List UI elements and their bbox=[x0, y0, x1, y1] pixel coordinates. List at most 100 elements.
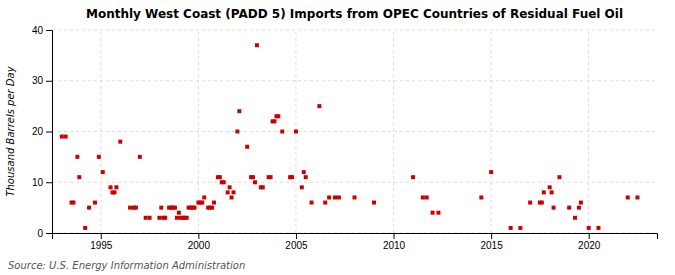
point bbox=[579, 201, 583, 205]
y-tick-mark bbox=[46, 132, 52, 133]
point bbox=[222, 180, 226, 184]
point bbox=[304, 175, 308, 179]
point bbox=[64, 135, 68, 139]
y-axis: 0 10 20 30 40 bbox=[32, 25, 53, 239]
point bbox=[353, 195, 357, 199]
point bbox=[327, 195, 331, 199]
point bbox=[509, 226, 513, 230]
point bbox=[577, 206, 581, 210]
y-grid-line bbox=[52, 80, 657, 81]
point bbox=[411, 175, 415, 179]
point bbox=[148, 216, 152, 220]
y-axis-line bbox=[46, 31, 53, 234]
point bbox=[431, 211, 435, 215]
point bbox=[596, 226, 600, 230]
y-grid-line bbox=[52, 182, 657, 183]
point bbox=[60, 135, 64, 139]
point bbox=[112, 190, 116, 194]
y-tick-label: 40 bbox=[32, 25, 44, 36]
point bbox=[235, 130, 239, 134]
point bbox=[101, 170, 105, 174]
y-tick-label: 10 bbox=[32, 177, 44, 188]
chart: 199520002005201020152020010203040Monthly… bbox=[0, 0, 675, 275]
y-tick-mark bbox=[46, 81, 52, 82]
x-grid-line bbox=[393, 30, 394, 233]
point bbox=[317, 104, 321, 108]
point bbox=[573, 216, 577, 220]
y-tick: 0 bbox=[37, 228, 52, 239]
y-tick: 30 bbox=[32, 75, 52, 86]
point bbox=[261, 185, 265, 189]
y-tick-label: 30 bbox=[32, 75, 44, 86]
y-tick-mark bbox=[46, 182, 52, 183]
point bbox=[118, 140, 122, 144]
points bbox=[60, 43, 640, 230]
y-tick: 40 bbox=[32, 25, 52, 36]
point bbox=[294, 130, 298, 134]
point bbox=[300, 185, 304, 189]
point bbox=[323, 201, 327, 205]
point bbox=[128, 206, 132, 210]
point bbox=[302, 170, 306, 174]
point bbox=[528, 201, 532, 205]
point bbox=[218, 175, 222, 179]
x-tick-label: 1995 bbox=[90, 240, 113, 251]
point bbox=[518, 226, 522, 230]
point bbox=[255, 43, 259, 47]
x-tick: 2005 bbox=[285, 233, 308, 251]
x-tick-mark bbox=[296, 233, 297, 239]
point bbox=[489, 170, 493, 174]
x-tick-mark bbox=[491, 233, 492, 239]
point bbox=[163, 216, 167, 220]
point bbox=[173, 206, 177, 210]
x-tick-label: 2015 bbox=[480, 240, 503, 251]
point bbox=[540, 201, 544, 205]
point bbox=[114, 185, 118, 189]
point bbox=[372, 201, 376, 205]
point bbox=[280, 130, 284, 134]
y-axis-title: Thousand Barrels per Day bbox=[5, 65, 16, 196]
point bbox=[550, 190, 554, 194]
point bbox=[436, 211, 440, 215]
y-tick-label: 0 bbox=[37, 228, 43, 239]
x-axis-line bbox=[53, 234, 658, 240]
point bbox=[542, 190, 546, 194]
x-axis: 1995 2000 2005 2010 2015 2020 bbox=[53, 233, 658, 251]
point bbox=[310, 201, 314, 205]
x-tick: 2015 bbox=[480, 233, 503, 251]
x-tick: 2000 bbox=[188, 233, 211, 251]
point bbox=[548, 185, 552, 189]
point bbox=[109, 185, 113, 189]
point bbox=[134, 206, 138, 210]
x-tick-mark bbox=[198, 233, 199, 239]
point bbox=[97, 155, 101, 159]
x-tick-mark bbox=[394, 233, 395, 239]
point bbox=[138, 155, 142, 159]
y-tick-mark bbox=[46, 233, 52, 234]
y-grid-line bbox=[52, 30, 657, 31]
point bbox=[421, 195, 425, 199]
point bbox=[212, 201, 216, 205]
point bbox=[232, 190, 236, 194]
point bbox=[75, 155, 79, 159]
point bbox=[272, 119, 276, 123]
x-tick-label: 2020 bbox=[578, 240, 601, 251]
x-tick-label: 2010 bbox=[383, 240, 406, 251]
y-grid-line bbox=[52, 131, 657, 132]
point bbox=[192, 206, 196, 210]
point bbox=[479, 195, 483, 199]
point bbox=[557, 175, 561, 179]
point bbox=[210, 206, 214, 210]
point bbox=[175, 216, 179, 220]
y-tick-label: 20 bbox=[32, 126, 44, 137]
point bbox=[228, 185, 232, 189]
grid bbox=[52, 30, 657, 233]
point bbox=[253, 180, 257, 184]
point bbox=[635, 195, 639, 199]
point bbox=[626, 195, 630, 199]
point bbox=[245, 145, 249, 149]
point bbox=[93, 201, 97, 205]
point bbox=[567, 206, 571, 210]
x-tick-label: 2005 bbox=[285, 240, 308, 251]
point bbox=[587, 226, 591, 230]
